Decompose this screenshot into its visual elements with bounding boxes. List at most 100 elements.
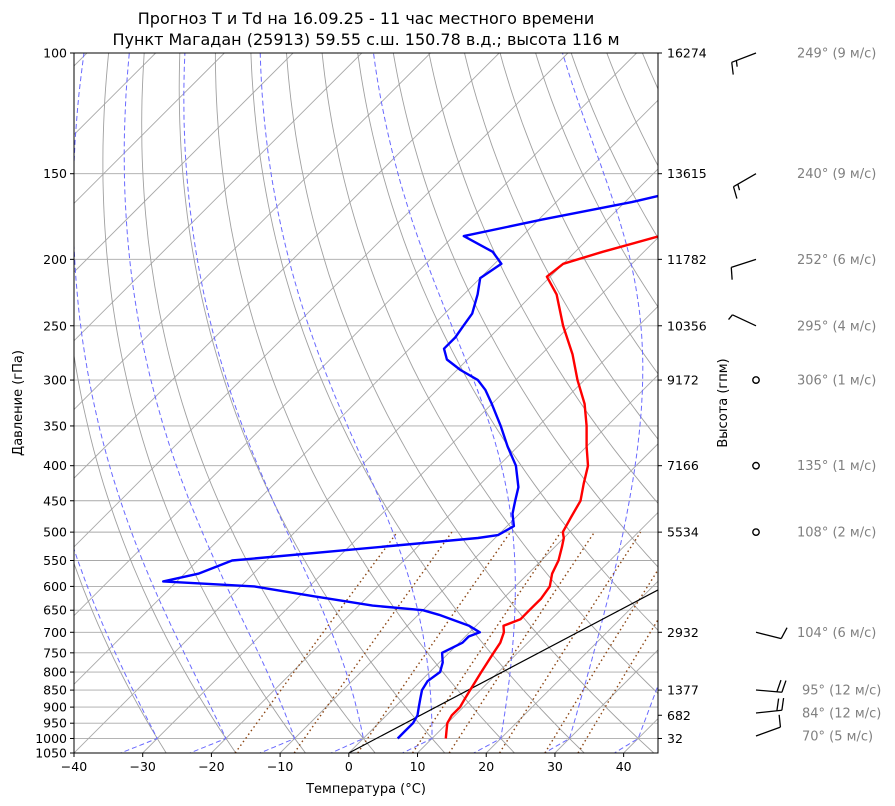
mixing-ratio-line [448,531,596,753]
barb-feather [781,680,787,693]
calm-circle [752,528,760,537]
y-tick-label: 1000 [35,731,67,746]
isotherm [74,53,431,411]
x-tick-label: 20 [478,759,494,774]
x-tick-label: 10 [410,759,426,774]
dry-adiabat [892,53,895,753]
isotherm [211,305,658,753]
wind-barb [732,173,757,199]
x-tick-label: 40 [616,759,632,774]
dry-adiabat [749,53,895,753]
calm-circle [752,376,760,384]
y-tick-label: 400 [43,458,67,473]
wind-label: 135° (1 м/с) [797,459,876,474]
chart-title: Прогноз T и Td на 16.09.25 - 11 час мест… [138,9,594,28]
barb-half-feather [737,184,741,191]
y-tick-label: 700 [43,625,67,640]
wind-barbs: 249° (9 м/с) 240° (9 м/с) 252° (6 м/с) 295°… [728,47,881,745]
isotherm [74,53,294,273]
dry-adiabat [392,53,658,568]
y-tick-label: 250 [43,318,67,333]
dry-adiabat [856,53,895,753]
wind-label: 95° (12 м/с) [802,684,881,699]
y-tick-label: 550 [43,553,67,568]
temperature-line [444,235,658,739]
height-tick-label: 13615 [667,166,707,181]
barb-feather [780,627,788,639]
mixing-ratio-line [499,531,642,753]
moist-adiabat [74,53,227,753]
y-tick-label: 900 [43,700,67,715]
mixing-ratio-line [411,531,562,753]
isotherm [74,53,637,617]
y-tick-label: 950 [43,716,67,731]
wind-barb [755,697,785,714]
y-axis: 100 150 200 250 300 350 400 450 500 550 600 650 700 7… [35,46,74,761]
x-axis: −40 −30 −20 −10 0 10 20 30 40 [61,753,632,774]
chart-subtitle: Пункт Магадан (25913) 59.55 с.ш. 150.78 … [112,30,619,49]
wind-label: 295° (4 м/с) [797,319,876,334]
isotherm [74,53,500,479]
dry-adiabat [141,53,376,753]
y-tick-label: 500 [43,525,67,540]
barb-shaft [731,52,757,63]
dry-adiabat [250,53,585,753]
wind-barb [731,52,757,75]
parcel-line [348,589,658,753]
barb-shaft [732,314,757,327]
isotherm [74,53,569,548]
calm-circle [752,461,760,470]
dry-adiabat [535,53,658,308]
height-axis-label: Высота (гпм) [716,358,731,447]
wind-label: 70° (5 м/с) [802,730,873,745]
dry-adiabat [464,53,658,440]
y-tick-label: 200 [43,252,67,267]
y-tick-label: 1050 [35,746,67,761]
y-tick-label: 350 [43,418,67,433]
dry-adiabat [74,562,167,753]
barb-half-feather [728,314,733,321]
y-axis-label: Давление (гПа) [11,350,26,456]
isotherm [623,718,658,753]
y-tick-label: 100 [43,46,67,61]
dry-adiabat [678,53,895,753]
barb-shaft [755,726,781,737]
isotherm [74,53,225,204]
barb-shaft [755,709,782,714]
height-tick-label: 1377 [667,683,699,698]
wind-label: 252° (6 м/с) [797,253,876,268]
dry-adiabat [785,53,895,753]
isotherm [485,580,658,753]
dry-adiabat [214,53,515,753]
dry-adiabat [286,53,655,753]
height-tick-label: 11782 [667,252,707,267]
dry-adiabat [357,53,658,631]
height-tick-label: 7166 [667,458,699,473]
y-tick-label: 150 [43,166,67,181]
dry-adiabat [428,53,658,505]
moist-adiabat [259,53,433,753]
wind-label: 84° (12 м/с) [802,707,881,722]
x-tick-label: −10 [267,759,293,774]
barb-shaft [731,258,757,269]
moist-adiabat [543,53,644,753]
x-tick-label: −40 [61,759,87,774]
wind-barb [752,528,760,537]
y-tick-label: 850 [43,683,67,698]
mixing-ratio-line [234,531,398,753]
dry-adiabat [321,53,658,695]
moist-adiabat [123,53,296,753]
barb-feather [776,679,782,693]
height-tick-label: 10356 [667,318,707,333]
moist-adiabat [373,53,516,753]
profile-lines [161,194,658,753]
barb-feather [730,267,733,280]
dry-adiabat [74,352,237,753]
mixing-ratio-line [357,531,512,753]
isotherm [74,53,363,342]
wind-barb [755,679,787,693]
wind-label: 240° (9 м/с) [797,167,876,182]
dry-adiabat [606,53,658,167]
height-tick-label: 5534 [667,525,699,540]
